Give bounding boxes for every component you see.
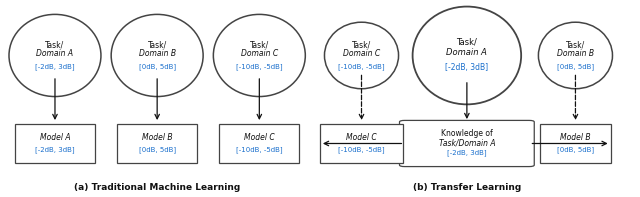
Text: [-2dB, 3dB]: [-2dB, 3dB] [35,146,75,153]
Text: Domain C: Domain C [343,49,380,58]
Text: [0dB, 5dB]: [0dB, 5dB] [139,146,176,153]
FancyBboxPatch shape [540,124,611,163]
Ellipse shape [111,14,203,97]
Text: Task/: Task/ [566,40,585,49]
Text: [-10dB, -5dB]: [-10dB, -5dB] [236,63,283,70]
Ellipse shape [413,7,521,104]
Text: (a) Traditional Machine Learning: (a) Traditional Machine Learning [74,183,240,192]
FancyBboxPatch shape [399,120,534,167]
Text: Model C: Model C [346,133,377,142]
Text: [0dB, 5dB]: [0dB, 5dB] [557,146,594,153]
Text: [-2dB, 3dB]: [-2dB, 3dB] [447,150,486,156]
Text: Model C: Model C [244,133,275,142]
Text: [0dB, 5dB]: [0dB, 5dB] [139,63,176,70]
Ellipse shape [324,22,399,89]
Text: Model A: Model A [40,133,70,142]
FancyBboxPatch shape [117,124,197,163]
Ellipse shape [9,14,101,97]
Text: (b) Transfer Learning: (b) Transfer Learning [413,183,521,192]
Text: [-10dB, -5dB]: [-10dB, -5dB] [338,146,385,153]
Text: [-2dB, 3dB]: [-2dB, 3dB] [445,63,488,72]
Ellipse shape [213,14,305,97]
Text: [-10dB, -5dB]: [-10dB, -5dB] [236,146,283,153]
Text: [-2dB, 3dB]: [-2dB, 3dB] [35,63,75,70]
Text: Domain A: Domain A [447,48,487,57]
Text: [-10dB, -5dB]: [-10dB, -5dB] [338,63,385,70]
FancyBboxPatch shape [320,124,403,163]
Text: Task/: Task/ [148,40,167,49]
Text: Domain B: Domain B [139,49,176,58]
Text: Task/Domain A: Task/Domain A [438,138,495,147]
FancyBboxPatch shape [220,124,300,163]
Text: Model B: Model B [560,133,591,142]
Text: Model B: Model B [142,133,172,142]
Text: Domain C: Domain C [241,49,278,58]
Text: Task/: Task/ [352,40,371,49]
Text: Task/: Task/ [250,40,269,49]
Ellipse shape [538,22,612,89]
Text: Knowledge of: Knowledge of [441,129,493,138]
Text: Task/: Task/ [456,38,477,47]
Text: [0dB, 5dB]: [0dB, 5dB] [557,63,594,70]
Text: Task/: Task/ [45,40,65,49]
Text: Domain A: Domain A [36,49,74,58]
Text: Domain B: Domain B [557,49,594,58]
FancyBboxPatch shape [15,124,95,163]
